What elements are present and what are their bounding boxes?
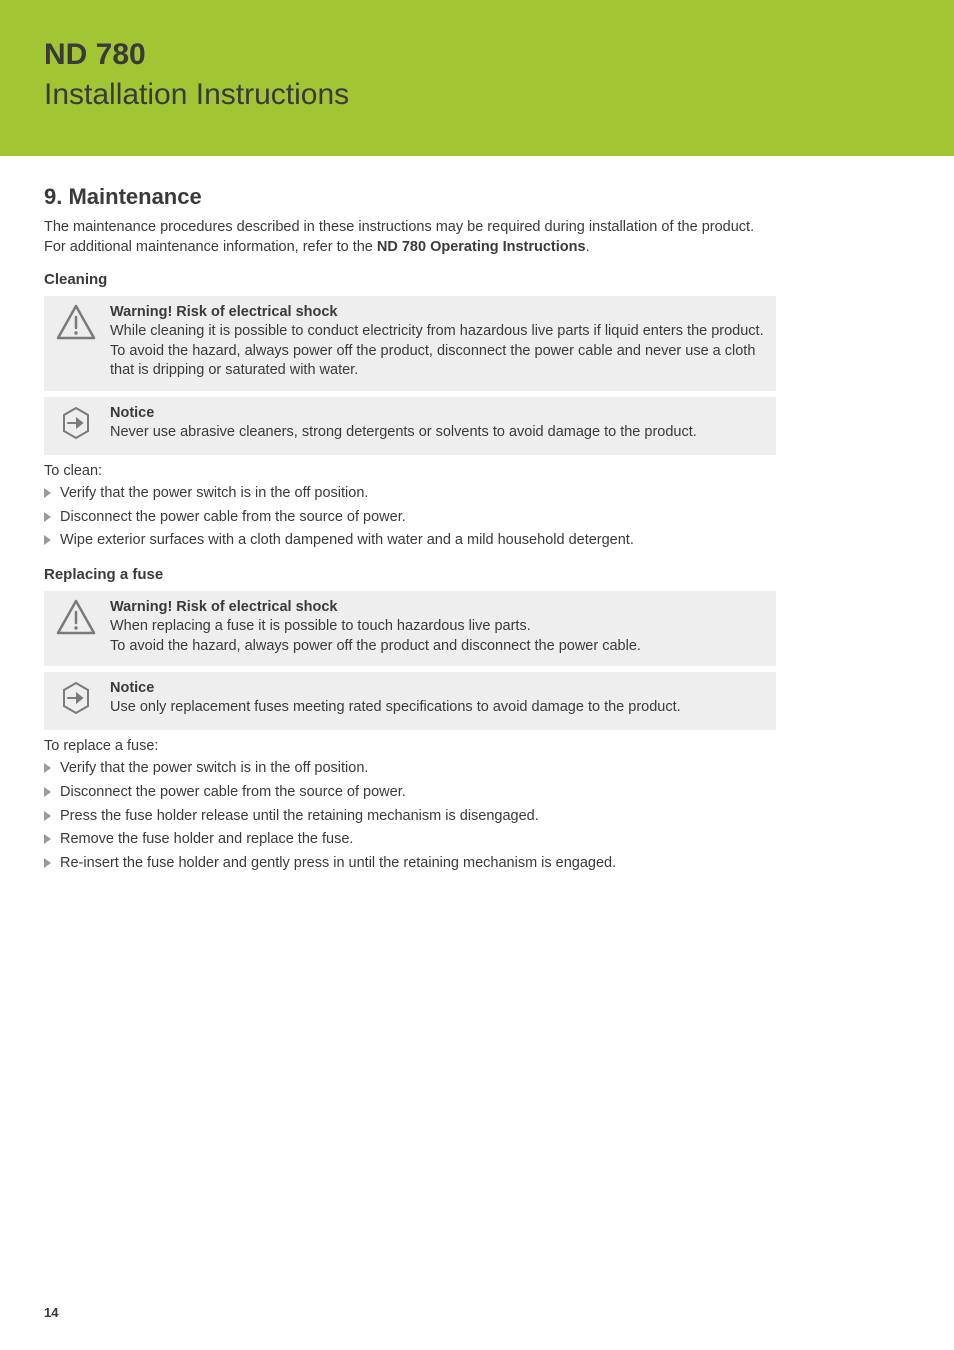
fuse-steps-list: Verify that the power switch is in the o…: [44, 758, 776, 875]
cleaning-warning-title: Warning! Risk of electrical shock: [110, 304, 764, 320]
section-heading: 9. Maintenance: [44, 184, 776, 210]
warning-triangle-icon: [54, 304, 98, 344]
cleaning-notice-text: Never use abrasive cleaners, strong dete…: [110, 423, 764, 443]
cleaning-steps-list: Verify that the power switch is in the o…: [44, 483, 776, 552]
warning-triangle-icon: [54, 599, 98, 639]
list-item: Wipe exterior surfaces with a cloth damp…: [44, 530, 776, 552]
list-item: Disconnect the power cable from the sour…: [44, 782, 776, 804]
fuse-warning-callout: Warning! Risk of electrical shock When r…: [44, 591, 776, 666]
fuse-lead: To replace a fuse:: [44, 738, 776, 754]
page-number: 14: [44, 1305, 58, 1320]
list-item: Disconnect the power cable from the sour…: [44, 507, 776, 529]
document-title: Installation Instructions: [44, 78, 954, 112]
cleaning-warning-text: While cleaning it is possible to conduct…: [110, 322, 764, 381]
header-banner: ND 780 Installation Instructions: [0, 0, 954, 156]
intro-tail: .: [586, 239, 590, 255]
list-item: Press the fuse holder release until the …: [44, 806, 776, 828]
content-area: 9. Maintenance The maintenance procedure…: [0, 156, 820, 875]
product-name: ND 780: [44, 38, 954, 72]
fuse-warning-title: Warning! Risk of electrical shock: [110, 599, 764, 615]
cleaning-notice-title: Notice: [110, 405, 764, 421]
fuse-heading: Replacing a fuse: [44, 566, 776, 583]
list-item: Verify that the power switch is in the o…: [44, 483, 776, 505]
fuse-warning-text: When replacing a fuse it is possible to …: [110, 617, 764, 656]
list-item: Remove the fuse holder and replace the f…: [44, 829, 776, 851]
list-item: Verify that the power switch is in the o…: [44, 758, 776, 780]
cleaning-notice-callout: Notice Never use abrasive cleaners, stro…: [44, 397, 776, 455]
cleaning-lead: To clean:: [44, 463, 776, 479]
fuse-notice-title: Notice: [110, 680, 764, 696]
intro-bold: ND 780 Operating Instructions: [377, 239, 586, 255]
cleaning-heading: Cleaning: [44, 271, 776, 288]
fuse-notice-text: Use only replacement fuses meeting rated…: [110, 698, 764, 718]
cleaning-warning-callout: Warning! Risk of electrical shock While …: [44, 296, 776, 391]
list-item: Re-insert the fuse holder and gently pre…: [44, 853, 776, 875]
notice-arrow-icon: [54, 680, 98, 720]
notice-arrow-icon: [54, 405, 98, 445]
fuse-notice-callout: Notice Use only replacement fuses meetin…: [44, 672, 776, 730]
intro-paragraph: The maintenance procedures described in …: [44, 218, 776, 257]
